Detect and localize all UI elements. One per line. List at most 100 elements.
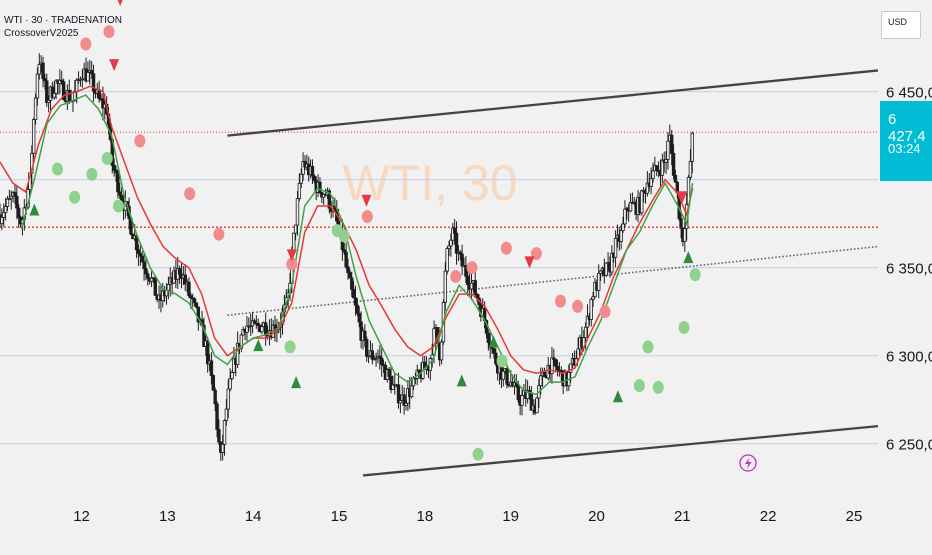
candle: [589, 297, 593, 327]
green-signal-dot: [642, 340, 654, 354]
candle: [295, 190, 300, 236]
candle: [621, 216, 625, 233]
candle: [256, 318, 260, 332]
symbol-watermark: WTI, 30: [342, 155, 517, 211]
candle-body: [230, 372, 234, 380]
candle-body: [449, 239, 453, 247]
candle-body: [177, 268, 182, 275]
candle: [260, 322, 264, 335]
candle: [252, 318, 257, 324]
candle-body: [260, 326, 264, 333]
candle: [355, 298, 360, 317]
candle: [391, 375, 395, 390]
candle: [660, 153, 665, 183]
candle-body: [301, 161, 305, 175]
candle: [2, 203, 6, 227]
candle: [666, 132, 670, 170]
candle: [114, 165, 118, 182]
candle: [486, 329, 491, 351]
candle: [177, 265, 182, 284]
candle: [7, 189, 12, 200]
candle: [37, 53, 41, 80]
candle-body: [297, 182, 302, 200]
candle-body: [222, 420, 227, 445]
candle: [445, 246, 449, 275]
candle: [301, 152, 305, 181]
candle: [73, 80, 77, 101]
candle: [398, 394, 403, 414]
candle: [664, 151, 668, 174]
candle-body: [67, 89, 71, 102]
candle-body: [597, 272, 601, 291]
candle: [116, 168, 120, 199]
candle-body: [346, 266, 350, 274]
candle-body: [396, 384, 401, 404]
candle-body: [655, 165, 659, 171]
candle-body: [409, 385, 414, 398]
candle-body: [252, 320, 257, 324]
candle-body: [690, 132, 694, 162]
candle-series: [0, 53, 694, 461]
x-tick-label: 22: [760, 508, 777, 525]
indicator-label[interactable]: CrossoverV2025: [4, 28, 79, 39]
x-tick-label: 12: [73, 508, 90, 525]
currency-button[interactable]: USD: [881, 11, 921, 39]
bar-countdown: 03:24: [888, 141, 921, 156]
candle-body: [355, 304, 360, 314]
candle-body: [466, 275, 470, 286]
candle: [389, 367, 393, 394]
trend-channel[interactable]: [227, 69, 879, 477]
candle-body: [520, 395, 524, 406]
candle-body: [224, 408, 229, 421]
candle-body: [232, 358, 236, 373]
candle: [86, 61, 90, 82]
candle-body: [628, 202, 633, 212]
lightning-icon[interactable]: [739, 454, 757, 472]
symbol-title[interactable]: WTI · 30 · TRADENATION: [4, 15, 122, 26]
candle-body: [344, 251, 348, 268]
moving-averages: [0, 85, 694, 396]
green-moving-average: [20, 94, 694, 396]
candle-body: [0, 216, 4, 225]
candle-body: [220, 443, 225, 453]
channel-upper-line: [227, 69, 879, 137]
candle-body: [651, 170, 655, 180]
candle: [449, 233, 453, 257]
candle-body: [402, 394, 406, 406]
candle-body: [114, 169, 118, 174]
candle-body: [312, 175, 317, 181]
green-signal-dot: [652, 380, 664, 394]
candle-body: [645, 182, 650, 194]
candle-body: [378, 355, 382, 359]
candle-body: [621, 223, 625, 232]
candle: [555, 359, 560, 377]
candle-body: [50, 86, 55, 98]
candle-body: [683, 228, 687, 242]
candle-body: [91, 73, 96, 92]
candle-body: [387, 369, 391, 377]
candle: [585, 304, 590, 339]
candle: [60, 70, 64, 86]
candle: [346, 258, 350, 280]
candle: [451, 223, 455, 245]
x-tick-label: 25: [846, 508, 863, 525]
candle: [146, 271, 150, 286]
candle: [357, 306, 361, 328]
candle: [35, 67, 40, 106]
candle: [149, 271, 154, 288]
x-tick-label: 13: [159, 508, 176, 525]
candle: [370, 343, 375, 365]
candle: [209, 352, 214, 385]
candle-body: [610, 252, 614, 273]
candle: [52, 81, 56, 100]
candle-body: [205, 340, 210, 365]
candle-body: [391, 384, 395, 390]
candle-body: [353, 297, 358, 306]
candle-body: [404, 402, 408, 406]
candle-body: [293, 224, 298, 234]
candle-body: [153, 277, 157, 296]
red-signal-dot: [213, 227, 225, 241]
buy-arrow-marker: [683, 251, 694, 264]
sell-arrow-marker: [677, 191, 688, 204]
